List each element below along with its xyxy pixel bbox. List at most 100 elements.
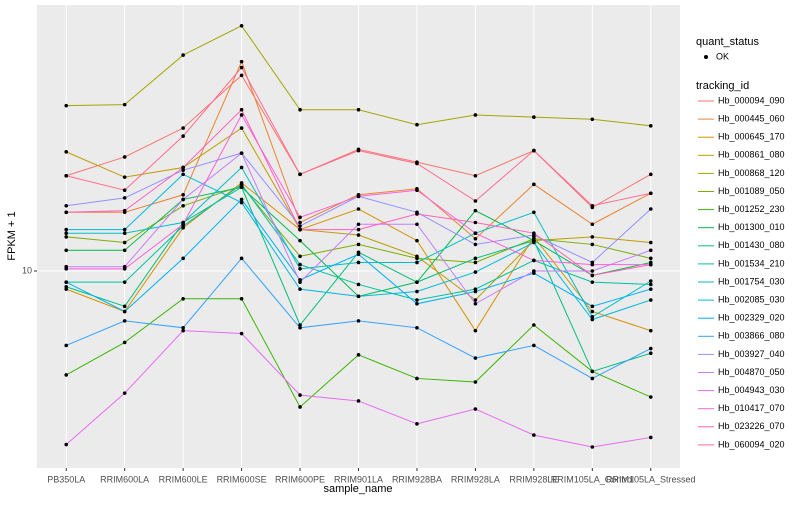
x-tick-label: RRIM600PE (275, 474, 325, 484)
data-point (648, 346, 653, 351)
data-point (356, 353, 361, 357)
data-point (532, 115, 536, 119)
data-point (473, 256, 478, 261)
data-point (356, 207, 361, 211)
data-point (239, 126, 244, 130)
data-point (239, 23, 244, 28)
legend-label: Hb_002085_030 (718, 294, 785, 304)
data-point (648, 124, 653, 128)
x-tick-label: RRIM600LE (159, 474, 208, 484)
data-point (415, 422, 419, 426)
data-point (648, 328, 653, 333)
data-point (473, 173, 478, 178)
data-point (473, 113, 478, 117)
data-point (239, 73, 244, 78)
data-point (648, 240, 653, 245)
data-point (64, 235, 69, 239)
x-tick-label: PB350LA (47, 474, 85, 484)
data-point (532, 210, 536, 215)
data-point (122, 391, 127, 395)
data-point (415, 326, 419, 330)
data-point (356, 319, 361, 323)
legend-key (704, 55, 708, 59)
data-point (356, 233, 361, 237)
data-point (648, 298, 653, 302)
data-point (356, 242, 361, 247)
data-point (122, 175, 127, 179)
data-point (356, 222, 361, 227)
data-point (122, 102, 127, 107)
data-point (590, 222, 595, 227)
data-point (122, 309, 127, 314)
data-point (415, 260, 419, 265)
data-point (239, 107, 244, 112)
data-point (64, 343, 69, 348)
data-point (415, 122, 419, 127)
data-point (298, 326, 302, 330)
data-point (122, 304, 127, 309)
data-point (473, 208, 478, 213)
data-point (648, 262, 653, 267)
data-point (64, 280, 69, 284)
x-tick-label: RRIM928LE (509, 474, 558, 484)
data-point (590, 117, 595, 122)
data-point (648, 282, 653, 287)
data-point (298, 323, 302, 327)
data-point (356, 107, 361, 112)
legend-title: tracking_id (696, 80, 749, 92)
data-point (532, 240, 536, 245)
data-point (181, 172, 185, 177)
x-tick-label: RRIM928LA (451, 474, 500, 484)
data-point (590, 262, 595, 267)
y-tick-label: 10 (22, 265, 32, 275)
x-tick-label: RRIM600LA (100, 474, 149, 484)
data-point (122, 240, 127, 245)
legend-label: Hb_000094_090 (718, 95, 785, 105)
data-point (122, 248, 127, 253)
legend-label: Hb_001430_080 (718, 240, 785, 250)
data-point (298, 405, 302, 409)
data-point (239, 185, 244, 190)
data-point (64, 227, 69, 232)
data-point (181, 197, 185, 202)
data-point (648, 279, 653, 283)
data-point (64, 203, 69, 208)
legend-label: Hb_001300_010 (718, 222, 785, 232)
data-point (239, 151, 244, 155)
data-point (239, 59, 244, 64)
data-point (532, 343, 536, 348)
data-point (415, 289, 419, 294)
y-axis-title: FPKM + 1 (6, 211, 18, 260)
legend-label: Hb_000645_170 (718, 132, 785, 142)
data-point (298, 220, 302, 225)
data-point (648, 435, 653, 440)
data-point (181, 126, 185, 130)
data-point (473, 301, 478, 306)
data-point (122, 155, 127, 159)
data-point (64, 442, 69, 447)
data-point (356, 294, 361, 299)
data-point (239, 296, 244, 301)
data-point (473, 328, 478, 333)
data-point (64, 150, 69, 154)
data-point (590, 369, 595, 374)
data-point (590, 376, 595, 381)
data-point (590, 235, 595, 239)
data-point (181, 192, 185, 197)
data-point (532, 182, 536, 187)
data-point (356, 399, 361, 403)
legend-label: Hb_001754_030 (718, 276, 785, 286)
data-point (648, 191, 653, 196)
data-point (648, 351, 653, 356)
data-point (181, 326, 185, 330)
data-point (590, 242, 595, 247)
data-point (590, 315, 595, 319)
data-point (298, 215, 302, 220)
legend-label: Hb_003927_040 (718, 349, 785, 359)
legend-label: Hb_000861_080 (718, 150, 785, 160)
data-point (415, 280, 419, 284)
data-point (64, 103, 69, 108)
data-point (239, 65, 244, 70)
data-point (298, 262, 302, 267)
data-point (181, 53, 185, 57)
